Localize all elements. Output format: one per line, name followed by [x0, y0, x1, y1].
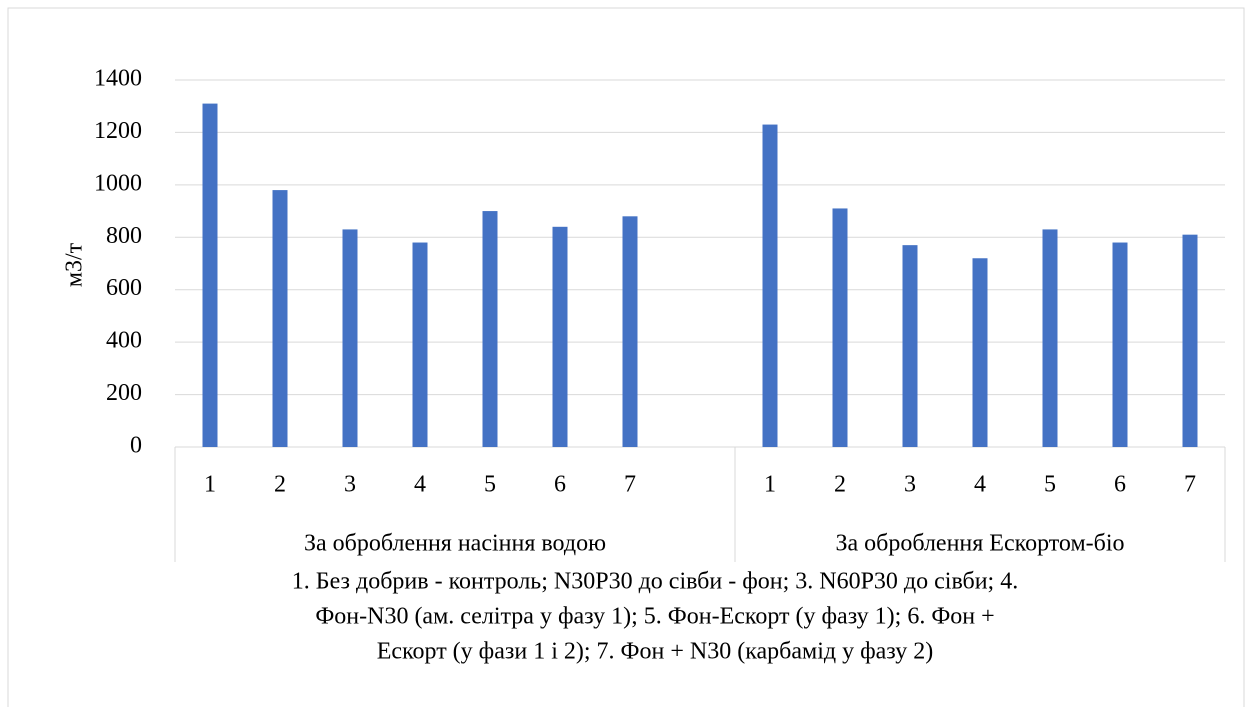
- x-tick-label: 1: [204, 472, 216, 498]
- y-tick-label: 0: [130, 433, 142, 459]
- x-tick-label: 2: [274, 472, 286, 498]
- y-tick-label: 400: [106, 328, 142, 354]
- x-tick-label: 3: [344, 472, 356, 498]
- footnote: 1. Без добрив - контроль; N30P30 до сівб…: [292, 569, 1018, 595]
- bar: [342, 229, 358, 447]
- y-tick-label: 1400: [94, 66, 142, 92]
- x-tick-label: 3: [904, 472, 916, 498]
- x-tick-label: 6: [554, 472, 566, 498]
- x-tick-label: 5: [484, 472, 496, 498]
- bar: [622, 216, 638, 447]
- y-axis-label: м3/т: [62, 242, 88, 287]
- footnote: Ескорт (у фази 1 і 2); 7. Фон + N30 (кар…: [377, 639, 934, 665]
- x-tick-label: 2: [834, 472, 846, 498]
- x-tick-label: 7: [624, 472, 636, 498]
- bar: [762, 124, 778, 448]
- y-tick-label: 200: [106, 380, 142, 406]
- x-tick-label: 4: [974, 472, 986, 498]
- bar: [272, 190, 288, 447]
- bar: [412, 242, 428, 447]
- bar: [482, 211, 498, 447]
- bar: [1112, 242, 1128, 447]
- bar: [552, 226, 568, 447]
- x-tick-label: 6: [1114, 472, 1126, 498]
- y-tick-label: 800: [106, 223, 142, 249]
- x-tick-label: 4: [414, 472, 426, 498]
- bar: [902, 245, 918, 447]
- bar: [1182, 234, 1198, 447]
- x-tick-label: 7: [1184, 472, 1196, 498]
- y-tick-label: 1000: [94, 170, 142, 196]
- bar: [202, 103, 218, 447]
- bar: [1042, 229, 1058, 447]
- x-tick-label: 1: [764, 472, 776, 498]
- group-label: За оброблення Ескортом-біо: [835, 531, 1124, 557]
- group-label: За оброблення насіння водою: [304, 531, 606, 557]
- bar: [972, 258, 988, 447]
- bar: [832, 208, 848, 447]
- y-tick-label: 1200: [94, 118, 142, 144]
- y-tick-label: 600: [106, 275, 142, 301]
- footnote: Фон-N30 (ам. селітра у фазу 1); 5. Фон-Е…: [315, 604, 994, 630]
- x-tick-label: 5: [1044, 472, 1056, 498]
